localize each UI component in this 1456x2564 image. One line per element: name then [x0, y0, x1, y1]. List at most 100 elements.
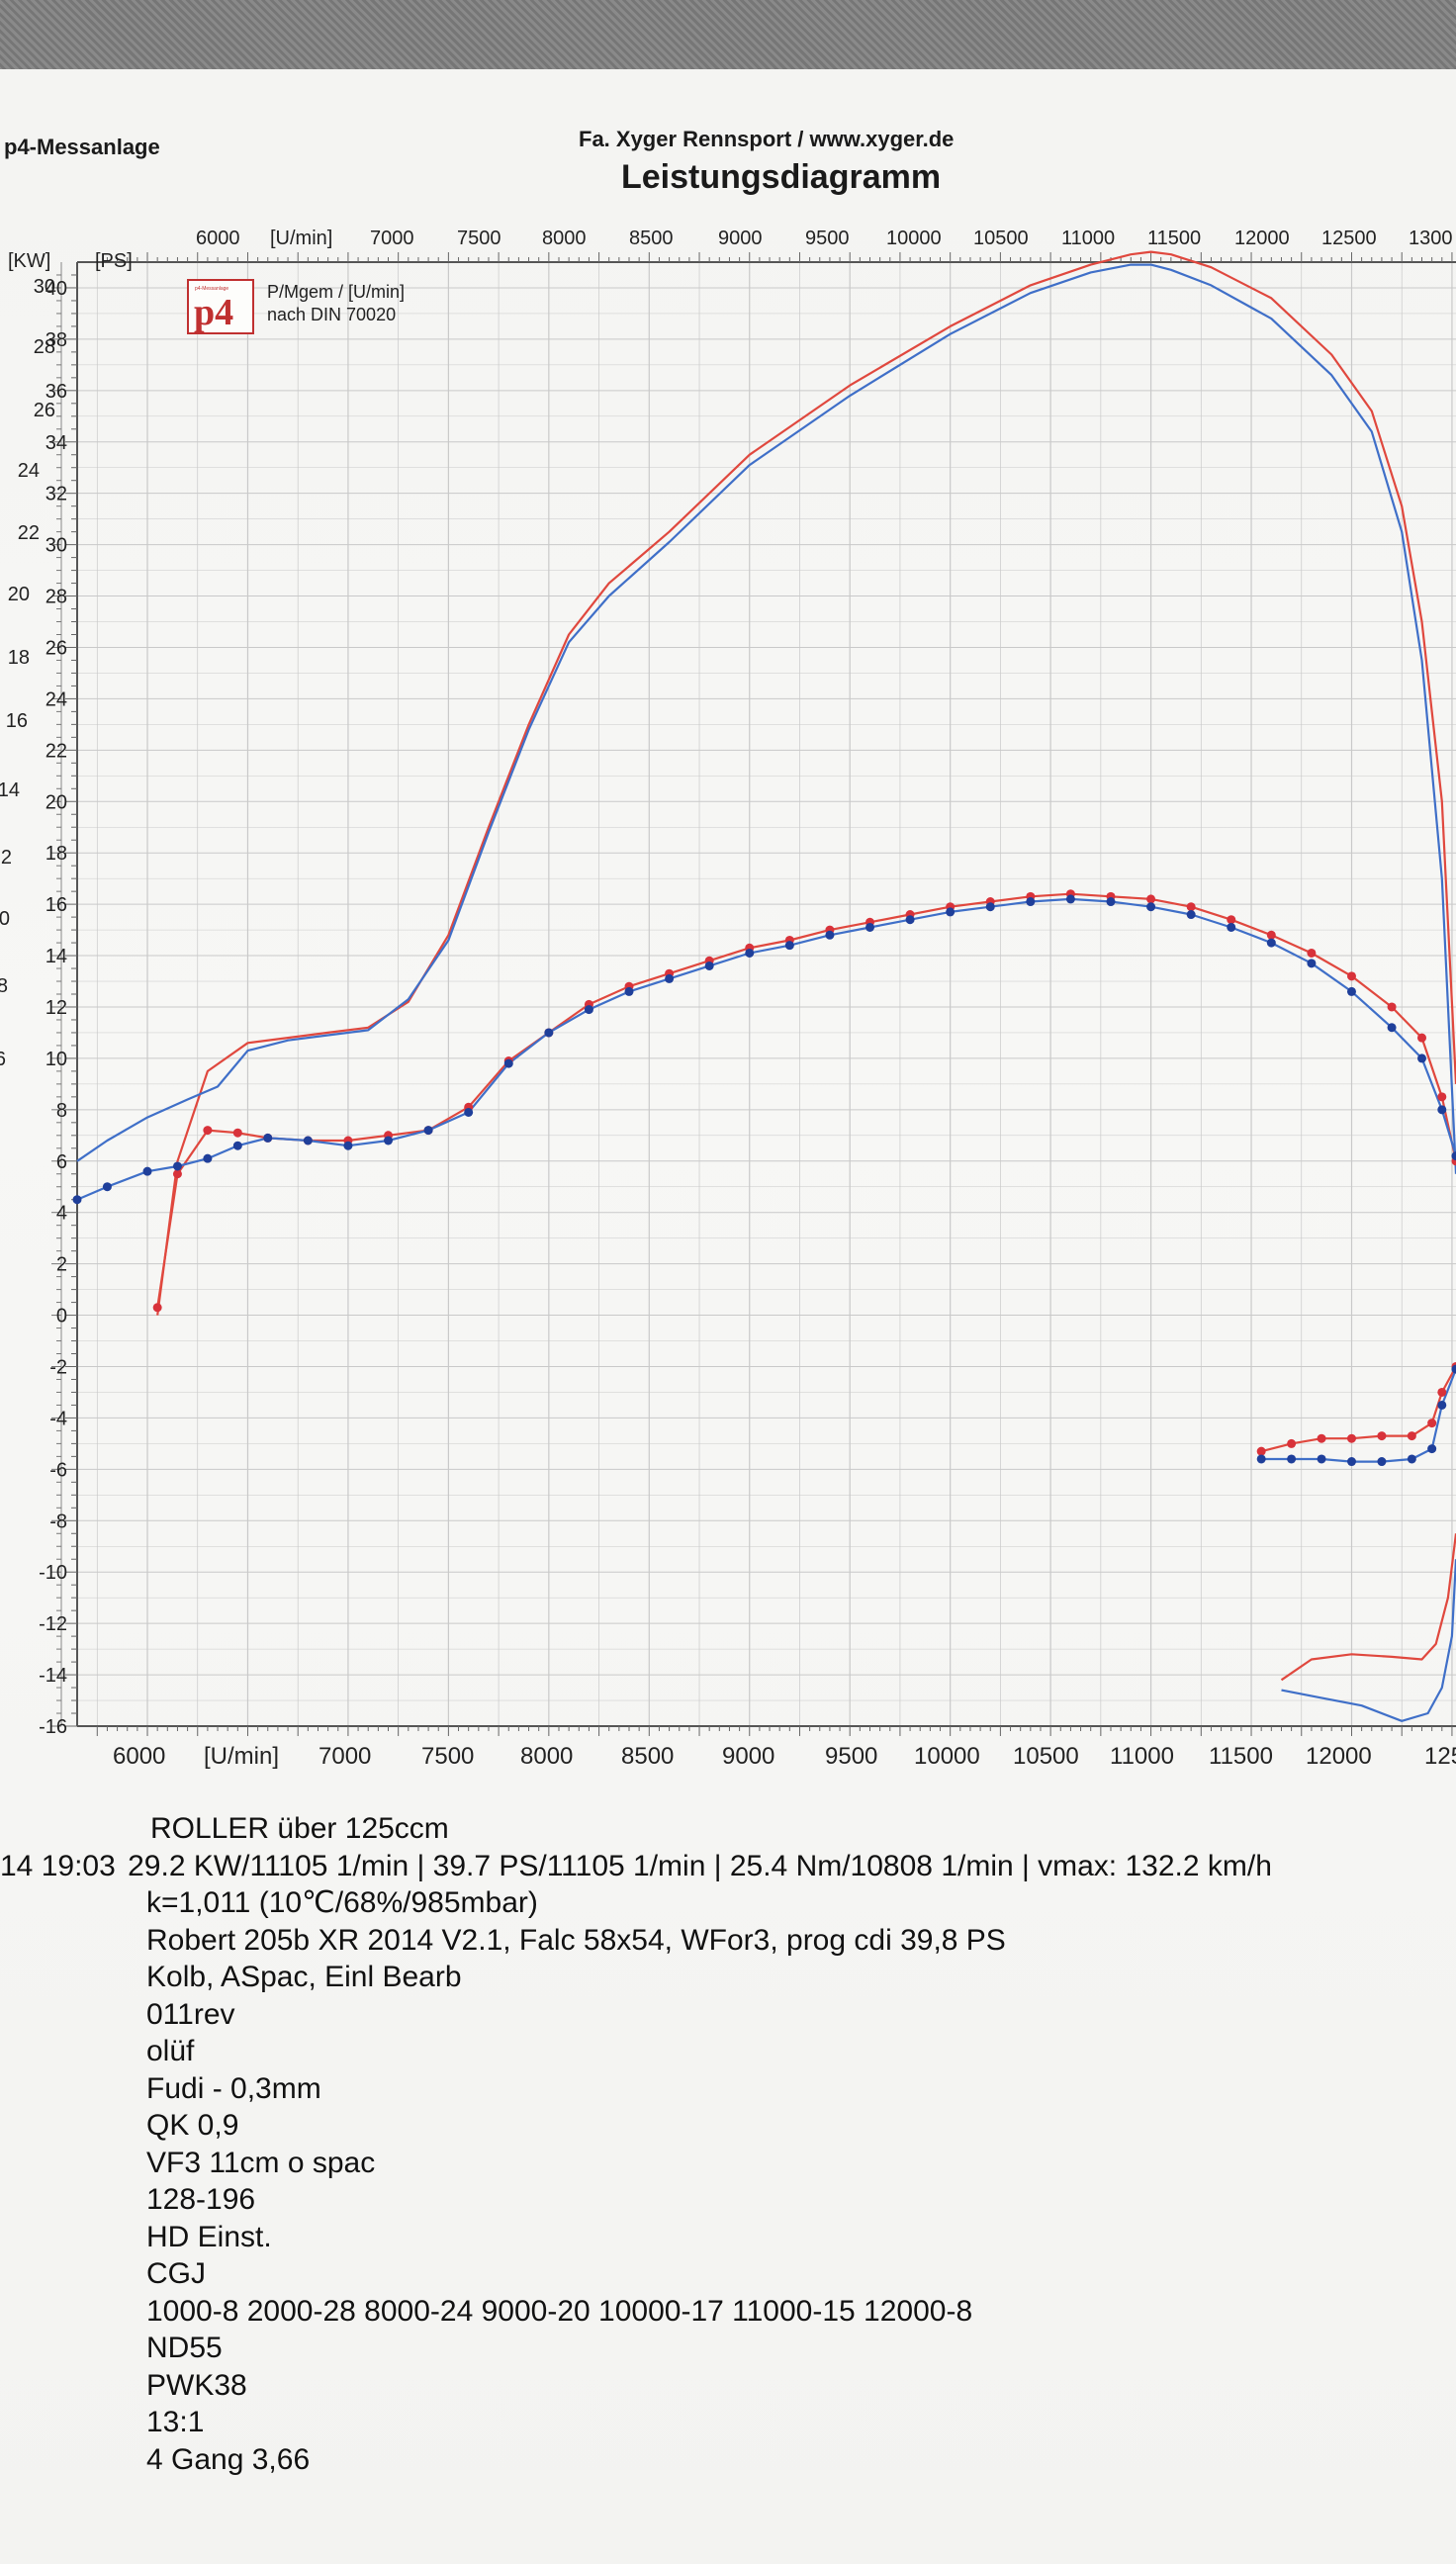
kw-tick-label: 14 [0, 779, 20, 801]
ps-tick-label: -10 [39, 1562, 67, 1584]
series-torque-point [423, 1126, 433, 1136]
ps-tick-label: 22 [46, 740, 67, 762]
kw-tick-label: 28 [34, 336, 55, 358]
bottom-tick-labels: 6000 7000 7500 8000 8500 9000 9500 10000… [113, 1743, 1456, 1770]
series-torque-point [1307, 948, 1317, 958]
top-tick-label: 9500 [805, 228, 850, 249]
bottom-tick-label: 8500 [621, 1743, 674, 1770]
series-negative-point [1377, 1457, 1387, 1467]
note-line: k=1,011 (10℃/68%/985mbar) [146, 1886, 538, 1919]
series-torque-point [172, 1169, 182, 1179]
note-line: Kolb, ASpac, Einl Bearb [146, 1961, 462, 1993]
ps-tick-label: 4 [56, 1203, 67, 1225]
kw-tick-label: 0 [0, 908, 10, 930]
series-negative-point [1437, 1387, 1447, 1397]
series-torque-point [1026, 897, 1036, 907]
note-line: Robert 205b XR 2014 V2.1, Falc 58x54, WF… [146, 1923, 1006, 1957]
series-torque-point [1346, 971, 1356, 981]
series-negative-point [1346, 1433, 1356, 1443]
ps-unit-label: [PS] [95, 250, 133, 272]
markers [72, 889, 1456, 1467]
ps-tick-label: 12 [46, 997, 67, 1019]
legend-line-1: P/Mgem / [U/min] [267, 282, 405, 302]
series-torque-point [665, 973, 675, 983]
ps-tick-label: 14 [46, 946, 67, 967]
note-line: CGJ [146, 2257, 206, 2290]
top-tick-label: 9000 [718, 228, 763, 249]
note-line: PWK38 [146, 2368, 247, 2402]
bottom-tick-label: 7000 [318, 1743, 371, 1770]
series-torque-point [232, 1141, 242, 1150]
series-torque-point [1146, 902, 1156, 912]
ps-tick-label: 40 [46, 278, 67, 300]
legend: p4-Messanlage p4 P/Mgem / [U/min] nach D… [187, 279, 405, 334]
bottom-tick-label: 12000 [1306, 1743, 1372, 1770]
bottom-tick-label: 11000 [1110, 1743, 1174, 1770]
ps-tick-label: 38 [46, 329, 67, 351]
series-torque-point [1106, 897, 1116, 907]
ps-tick-label: -4 [49, 1408, 67, 1429]
series-torque-point [102, 1182, 112, 1192]
kw-tick-label: 6 [0, 1049, 6, 1070]
series-negative-point [1427, 1419, 1437, 1428]
series-torque-point [172, 1161, 182, 1171]
company-label: Fa. Xyger Rennsport / www.xyger.de [579, 127, 955, 151]
note-line: VF3 11cm o spac [146, 2146, 376, 2179]
vehicle-class: ROLLER über 125ccm [150, 1812, 449, 1845]
top-tick-label: 10500 [973, 228, 1029, 249]
series-torque-point [1417, 1033, 1427, 1043]
series-negative-point [1317, 1433, 1326, 1443]
series-torque-point [384, 1136, 394, 1145]
series-torque-point [1346, 986, 1356, 996]
top-tick-label: 11500 [1147, 228, 1201, 249]
background-texture [0, 0, 1456, 79]
series-torque-point [343, 1141, 353, 1150]
kw-unit-label: [KW] [8, 250, 50, 272]
kw-tick-label: 24 [18, 460, 40, 482]
ps-tick-label: 36 [46, 381, 67, 403]
top-tick-label: 7500 [457, 228, 501, 249]
bottom-tick-label: 9500 [825, 1743, 877, 1770]
series-torque-point [142, 1166, 152, 1176]
series-torque-line [156, 892, 1456, 1308]
series-torque-point [1387, 1023, 1397, 1033]
bottom-tick-label: 7500 [421, 1743, 474, 1770]
note-line: HD Einst. [146, 2220, 272, 2253]
series-torque-point [1146, 894, 1156, 904]
series-negative-point [1437, 1400, 1447, 1410]
series-torque-point [1437, 1105, 1447, 1115]
curves [76, 250, 1456, 1722]
series-negative-line [1260, 1365, 1456, 1453]
series-torque-point [232, 1128, 242, 1138]
kw-tick-label: 22 [18, 522, 40, 544]
ps-tick-label: 24 [46, 688, 67, 710]
series-negative-point [1427, 1444, 1437, 1454]
top-tick-labels: 6000 7000 7500 8000 8500 9000 9500 10000… [196, 228, 1453, 249]
series-negative-point [1451, 1364, 1456, 1374]
series-torque-point [1186, 902, 1196, 912]
kw-tick-label: 18 [8, 647, 30, 669]
ps-tick-label: -16 [39, 1716, 67, 1738]
power-chart: [KW] [PS] [U/min] [U/min] 6000 7000 7500… [0, 228, 1456, 1770]
series-torque-point [1065, 894, 1075, 904]
series-negative-point [1287, 1438, 1297, 1448]
note-line: 011rev [146, 1997, 235, 2031]
p4-logo-mark: p4 [194, 292, 233, 333]
series-torque-point [203, 1126, 213, 1136]
ps-tick-label: -2 [49, 1356, 67, 1378]
ps-tick-label: 2 [56, 1254, 67, 1276]
series-torque-point [745, 948, 755, 958]
top-tick-label: 12500 [1321, 228, 1377, 249]
series-torque-point [1186, 910, 1196, 920]
series-torque-point [1227, 922, 1236, 932]
series-torque-point [1266, 930, 1276, 940]
series-torque-point [1266, 938, 1276, 948]
ps-tick-label: 34 [46, 432, 67, 454]
measuring-system-label: p4-Messanlage [4, 135, 160, 159]
top-rpm-unit-label: [U/min] [270, 228, 332, 249]
summary-datetime: 14 19:03 [0, 1849, 116, 1882]
note-line: ND55 [146, 2332, 223, 2364]
series-torque-point [624, 986, 634, 996]
top-tick-label: 6000 [196, 228, 240, 249]
ps-tick-label: 0 [56, 1306, 67, 1328]
